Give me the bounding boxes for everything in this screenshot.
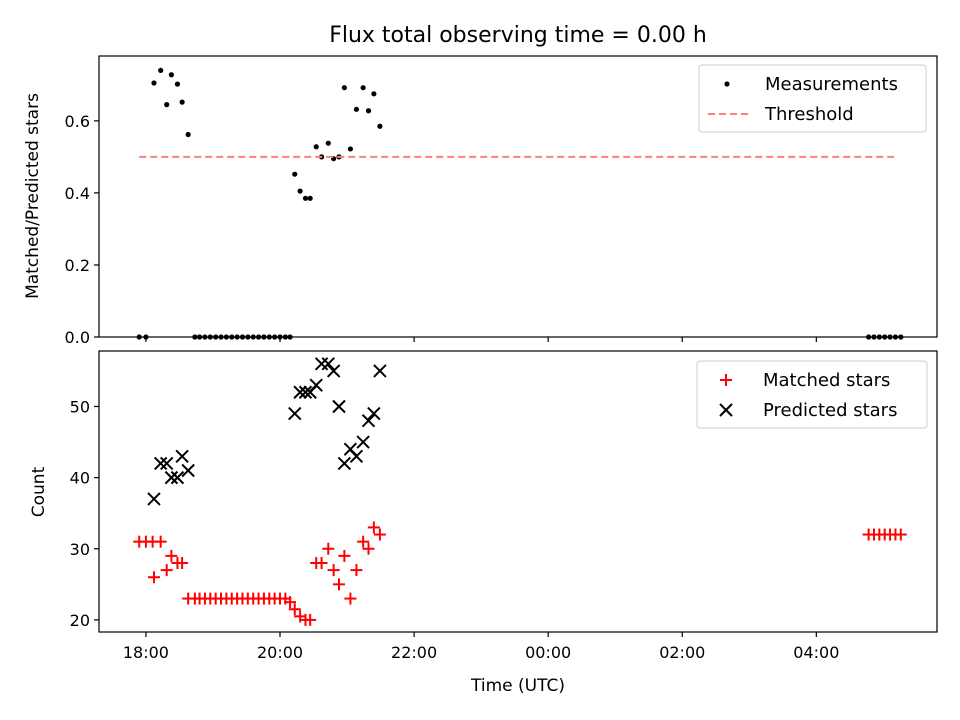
measurement-point <box>297 188 303 194</box>
predicted-star-marker <box>147 492 161 506</box>
matched-star-marker <box>338 549 351 562</box>
matched-star-marker <box>315 556 328 569</box>
measurement-point <box>365 108 372 114</box>
matched-star-marker <box>373 528 386 541</box>
matched-star-marker <box>344 592 357 605</box>
legend-predicted-label: Predicted stars <box>763 400 897 421</box>
x-tick-label: 20:00 <box>257 643 303 662</box>
count-panel: Count Time (UTC) 20 30 40 50 18:00 20:00 22:00… <box>29 350 938 696</box>
legend-matched-marker <box>720 374 732 386</box>
matched-star-marker <box>333 578 346 591</box>
measurement-point <box>353 106 360 112</box>
predicted-star-marker <box>309 378 323 392</box>
matched-star-marker <box>160 564 173 577</box>
top-axes-frame <box>98 55 938 338</box>
measurement-point <box>313 144 319 150</box>
legend-predicted-marker <box>719 403 733 417</box>
bottom-legend-box <box>696 360 928 429</box>
top-y-tick-label: 0.0 <box>65 328 90 347</box>
predicted-star-marker <box>367 406 381 421</box>
x-tick-label: 18:00 <box>123 643 169 662</box>
bottom-y-axis-label: Count <box>29 466 49 517</box>
measurement-point <box>151 80 157 86</box>
predicted-star-marker <box>160 456 174 471</box>
measurement-point <box>377 123 383 129</box>
bottom-y-tick-label: 20 <box>70 611 90 630</box>
chart-title: Flux total observing time = 0.00 h <box>329 23 707 48</box>
matched-star-marker <box>357 535 370 548</box>
predicted-star-marker <box>332 399 346 414</box>
matched-star-marker <box>367 521 380 534</box>
measurement-point <box>168 72 175 78</box>
bottom-y-tick-label: 30 <box>70 540 90 559</box>
predicted-star-marker <box>164 470 179 485</box>
matched-star-marker <box>147 571 160 584</box>
predicted-star-marker <box>356 435 370 449</box>
matched-star-marker <box>894 528 907 541</box>
predicted-star-marker <box>349 449 364 463</box>
top-y-tick-label: 0.6 <box>65 112 90 131</box>
matched-star-marker <box>154 535 167 548</box>
count-plot-area: 20 30 40 50 18:00 20:00 22:00 00:00 02:00 04:00 <box>70 357 907 662</box>
measurement-point <box>292 171 298 177</box>
bottom-axes-frame <box>98 350 938 633</box>
x-tick-label: 00:00 <box>525 643 571 662</box>
matched-star-marker <box>350 564 363 577</box>
measurement-point <box>341 85 347 91</box>
top-y-tick-label: 0.4 <box>65 184 90 203</box>
measurement-point <box>371 91 377 97</box>
measurement-point <box>164 102 170 108</box>
flux-plot-area: 0.0 0.2 0.4 0.6 <box>65 67 904 347</box>
matched-star-marker <box>288 603 301 616</box>
x-tick-label: 22:00 <box>391 643 437 662</box>
legend-measurements-label: Measurements <box>765 74 898 95</box>
measurement-point <box>307 195 313 201</box>
predicted-star-marker <box>288 406 302 421</box>
legend-threshold-label: Threshold <box>764 104 854 125</box>
predicted-star-marker <box>298 385 313 399</box>
flux-panel: Flux total observing time = 0.00 h Match… <box>23 23 938 347</box>
top-y-tick-label: 0.2 <box>65 256 90 275</box>
top-legend-box <box>698 64 927 133</box>
predicted-star-marker <box>337 456 352 471</box>
legend-matched-label: Matched stars <box>763 370 890 391</box>
measurement-point <box>360 85 366 91</box>
top-legend: Measurements Threshold <box>698 64 927 133</box>
bottom-y-tick-label: 40 <box>70 469 90 488</box>
predicted-star-marker <box>361 414 376 428</box>
bottom-legend: Matched stars Predicted stars <box>696 360 928 429</box>
matched-star-marker <box>165 549 178 562</box>
measurement-point <box>325 140 331 146</box>
matched-star-marker <box>304 613 317 626</box>
matched-star-marker <box>284 596 297 609</box>
predicted-star-marker <box>170 470 185 485</box>
measurement-point <box>185 131 191 138</box>
legend-measurements-marker <box>724 81 730 87</box>
measurement-point <box>179 99 185 105</box>
predicted-star-marker <box>181 463 195 478</box>
measurement-point <box>174 81 181 87</box>
measurement-point <box>158 67 164 74</box>
measurement-point <box>302 195 309 201</box>
predicted-star-marker <box>293 385 307 399</box>
measurement-point <box>347 146 353 152</box>
x-axis-label: Time (UTC) <box>470 676 565 696</box>
matched-star-marker <box>322 542 335 555</box>
matched-star-marker <box>176 556 189 569</box>
bottom-y-tick-label: 50 <box>70 397 90 416</box>
x-tick-label: 04:00 <box>793 643 839 662</box>
top-y-axis-label: Matched/Predicted stars <box>23 93 43 299</box>
x-tick-label: 02:00 <box>659 643 705 662</box>
predicted-star-marker <box>153 456 168 471</box>
predicted-star-marker <box>321 357 335 371</box>
matched-star-marker <box>362 542 375 555</box>
predicted-star-marker <box>326 364 341 378</box>
predicted-star-marker <box>175 449 189 463</box>
matched-star-marker <box>327 564 340 577</box>
predicted-star-marker <box>373 364 387 378</box>
